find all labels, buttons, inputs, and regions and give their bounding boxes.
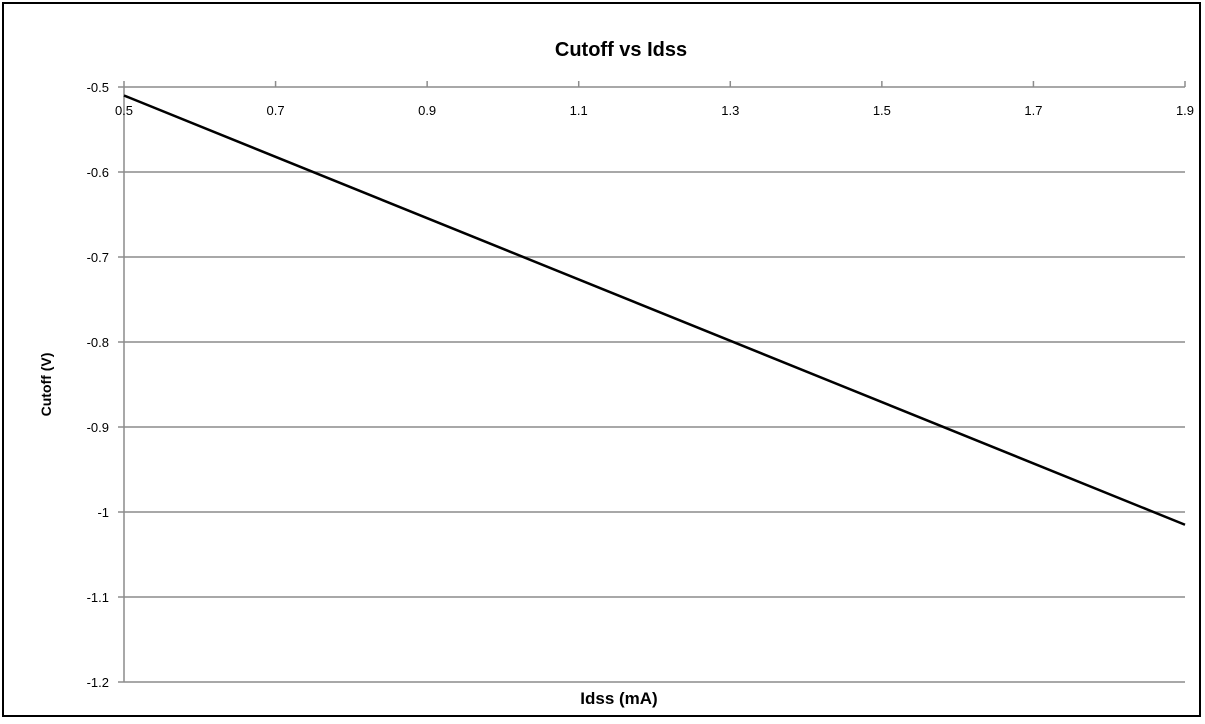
x-tick-label: 0.5 <box>115 103 133 118</box>
series-line <box>123 94 1186 526</box>
x-tick-label: 1.7 <box>1024 103 1042 118</box>
x-tick-label: 0.9 <box>418 103 436 118</box>
chart-title: Cutoff vs Idss <box>555 39 687 61</box>
y-tick-label: -0.7 <box>87 250 109 265</box>
y-tick-label: -0.6 <box>87 165 109 180</box>
y-tick-label: -1.2 <box>87 675 109 690</box>
tick-labels: -0.5 -0.6 -0.7 -0.8 -0.9 -1 -1.1 -1.2 0.5 0.7 0.9 1… <box>87 80 1194 690</box>
y-tick-label: -0.8 <box>87 335 109 350</box>
x-tick-label: 1.3 <box>721 103 739 118</box>
chart: Cutoff vs Idss Idss (mA) Cutoff (V) -0.5… <box>38 39 1194 708</box>
y-tick-label: -0.9 <box>87 420 109 435</box>
x-tick-label: 1.5 <box>873 103 891 118</box>
x-axis-title: Idss (mA) <box>580 689 657 708</box>
y-tick-label: -1.1 <box>87 590 109 605</box>
axes <box>118 81 1186 683</box>
x-tick-label: 0.7 <box>267 103 285 118</box>
y-axis-title: Cutoff (V) <box>38 353 54 417</box>
x-tick-label: 1.9 <box>1176 103 1194 118</box>
gridlines <box>124 171 1185 683</box>
y-tick-label: -1 <box>97 505 109 520</box>
series-layer <box>123 94 1186 526</box>
y-tick-label: -0.5 <box>87 80 109 95</box>
x-tick-label: 1.1 <box>570 103 588 118</box>
